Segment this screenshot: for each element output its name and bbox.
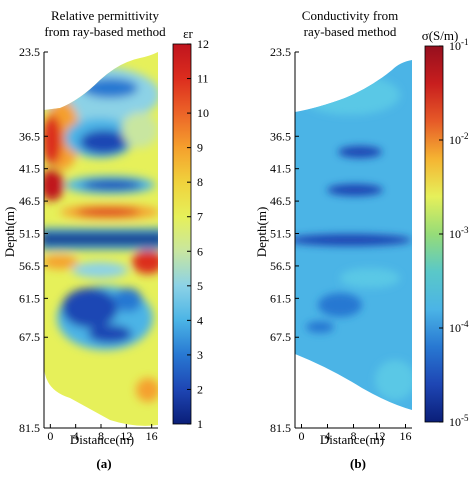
- y-tick-label: 51.5: [270, 227, 291, 241]
- colorbar-tick-exponent: -1: [461, 37, 469, 47]
- y-tick-label: 56.5: [19, 259, 40, 273]
- panel-a-ylabel: Depth(m): [2, 207, 17, 258]
- colorbar-tick-label: 9: [197, 141, 203, 155]
- panel-b-title-line2: ray-based method: [304, 24, 397, 39]
- colorbar-tick-label: 10: [197, 106, 209, 120]
- blob: [136, 378, 158, 402]
- blob: [88, 325, 132, 343]
- y-tick-label: 61.5: [19, 291, 40, 305]
- colorbar-tick-label: 5: [197, 279, 203, 293]
- panel-a-title-line1: Relative permittivity: [51, 8, 159, 23]
- panel-b-label: (b): [350, 456, 366, 471]
- y-tick-label: 67.5: [19, 330, 40, 344]
- panel-b-x-axis: 0 4 8 12 16: [295, 424, 412, 443]
- y-tick-label: 23.5: [270, 45, 291, 59]
- x-tick-label: 8: [351, 429, 357, 443]
- colorbar-tick-label: 10-4: [449, 319, 469, 335]
- y-tick-label: 81.5: [270, 421, 291, 435]
- y-tick-label: 67.5: [270, 330, 291, 344]
- blob: [327, 184, 383, 196]
- colorbar-tick-exponent: -2: [461, 131, 469, 141]
- blob: [375, 360, 412, 400]
- blob: [306, 321, 334, 333]
- blob: [340, 268, 400, 288]
- blob: [132, 250, 158, 274]
- x-tick-label: 12: [374, 429, 386, 443]
- panel-a-xlabel: Distance(m): [70, 432, 134, 447]
- panel-b-y-axis: 23.5 36.5 41.5 46.5 51.5 56.5 61.5 67.5 81.5: [270, 45, 299, 435]
- y-tick-label: 41.5: [270, 162, 291, 176]
- blob: [80, 130, 128, 154]
- blob: [82, 180, 142, 190]
- colorbar-tick-label: 8: [197, 175, 203, 189]
- y-tick-label: 81.5: [19, 421, 40, 435]
- y-tick-label: 36.5: [19, 129, 40, 143]
- colorbar-tick-label: 10-3: [449, 225, 469, 241]
- panel-b-ylabel: Depth(m): [254, 207, 269, 258]
- colorbar-tick-label: 2: [197, 382, 203, 396]
- panel-b-colorbar-label: σ(S/m): [422, 28, 459, 43]
- panel-a-colorbar: 12 11 10 9 8 7 6 5 4 3 2 1: [172, 37, 209, 431]
- colorbar-tick-label: 10-5: [449, 413, 469, 429]
- colorbar-tick-label: 10-2: [449, 131, 469, 147]
- y-tick-label: 51.5: [19, 227, 40, 241]
- x-tick-label: 12: [120, 429, 132, 443]
- blob: [295, 234, 412, 246]
- panel-b-title-line1: Conductivity from: [302, 8, 398, 23]
- y-tick-label: 46.5: [270, 194, 291, 208]
- blob: [122, 112, 158, 148]
- colorbar-tick-label: 12: [197, 37, 209, 51]
- blob: [114, 288, 142, 312]
- panel-b-heatmap: [295, 60, 412, 410]
- y-tick-label: 23.5: [19, 45, 40, 59]
- panel-a-title-line2: from ray-based method: [44, 24, 166, 39]
- x-tick-label: 16: [146, 429, 158, 443]
- panel-a-colorbar-label: εr: [183, 26, 193, 41]
- panel-b: Conductivity from ray-based method 23.5 3…: [254, 8, 469, 471]
- colorbar-tick-label: 3: [197, 348, 203, 362]
- blob: [44, 255, 78, 269]
- x-tick-label: 0: [299, 429, 305, 443]
- panel-a: Relative permittivity from ray-based met…: [2, 8, 209, 471]
- blob: [338, 146, 382, 158]
- blob: [300, 75, 400, 115]
- x-tick-label: 0: [47, 429, 53, 443]
- x-tick-label: 4: [73, 429, 79, 443]
- blob: [44, 228, 158, 250]
- colorbar-tick-label: 11: [197, 72, 209, 86]
- y-tick-label: 41.5: [19, 162, 40, 176]
- panel-b-xlabel: Distance(m): [320, 432, 384, 447]
- y-tick-label: 46.5: [19, 194, 40, 208]
- colorbar-tick-label: 4: [197, 313, 203, 327]
- panel-a-x-axis: 0 4 8 12 16: [44, 424, 158, 443]
- blob: [44, 115, 62, 165]
- colorbar-tick-label: 7: [197, 210, 203, 224]
- colorbar-tick-exponent: -4: [461, 319, 469, 329]
- panel-b-colorbar: 10-110-210-310-410-5: [424, 37, 469, 429]
- y-tick-label: 56.5: [270, 259, 291, 273]
- y-tick-label: 61.5: [270, 291, 291, 305]
- colorbar-tick-exponent: -3: [461, 225, 469, 235]
- blob: [76, 208, 140, 216]
- panel-a-heatmap: [44, 52, 158, 426]
- blob: [318, 293, 362, 317]
- panel-a-label: (a): [96, 456, 111, 471]
- colorbar-tick-label: 1: [197, 417, 203, 431]
- x-tick-label: 8: [98, 429, 104, 443]
- x-tick-label: 16: [400, 429, 412, 443]
- colorbar-tick-label: 6: [197, 244, 203, 258]
- blob: [44, 169, 64, 201]
- panel-a-y-axis: 23.5 36.5 41.5 46.5 51.5 56.5 61.5 67.5 81.5: [19, 45, 48, 435]
- blob: [62, 288, 118, 328]
- y-tick-label: 36.5: [270, 129, 291, 143]
- colorbar-bar: [172, 43, 192, 425]
- blob: [72, 262, 128, 278]
- blob: [82, 78, 138, 98]
- colorbar-tick-exponent: -5: [461, 413, 469, 423]
- x-tick-label: 4: [325, 429, 331, 443]
